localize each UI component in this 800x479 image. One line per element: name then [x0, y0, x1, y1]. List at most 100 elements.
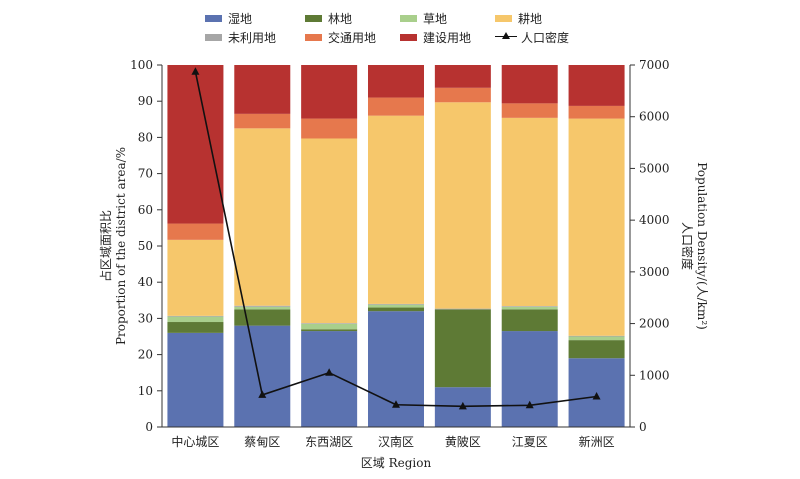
legend-item: 人口密度 [495, 29, 569, 45]
legend-item: 耕地 [495, 10, 542, 26]
x-tick-label: 江夏区 [512, 435, 548, 449]
bar-segment [568, 105, 625, 119]
legend-item: 未利用地 [205, 29, 276, 45]
bar-segment [501, 309, 558, 332]
bar-segment [434, 309, 491, 388]
y-tick-label: 20 [138, 348, 153, 362]
bar-segment [568, 335, 625, 337]
legend-item: 交通用地 [305, 29, 376, 45]
bar-segment [234, 325, 291, 427]
legend-swatch [305, 33, 322, 41]
bar-segment [501, 117, 558, 307]
bar-segment [501, 65, 558, 104]
bar-segment [234, 65, 291, 114]
bar-segment [501, 306, 558, 310]
legend-swatch [205, 33, 222, 41]
density-marker [191, 67, 200, 75]
bar-segment [501, 103, 558, 118]
y-tick-label: 50 [138, 239, 153, 253]
legend-swatch [205, 14, 222, 22]
legend-swatch [400, 33, 417, 41]
legend-label: 未利用地 [228, 30, 277, 45]
x-axis-title: 区域 Region [361, 456, 432, 470]
y2-axis-title-en: Population Density/(人/km²) [695, 162, 709, 330]
y2-tick-label: 2000 [639, 317, 670, 331]
x-tick-label: 蔡甸区 [244, 435, 280, 449]
legend-label: 湿地 [228, 11, 253, 26]
bar-segment [301, 118, 358, 139]
y2-tick-label: 4000 [639, 213, 670, 227]
bar-segment [167, 316, 224, 323]
density-marker [525, 400, 534, 409]
y2-tick-label: 3000 [639, 265, 670, 279]
bar-segment [368, 303, 424, 305]
bar-segment [301, 329, 358, 332]
x-tick-label: 中心城区 [171, 434, 219, 449]
bar-segment [234, 309, 291, 326]
y-tick-label: 40 [138, 275, 153, 289]
bar-segment [568, 336, 625, 341]
density-marker [458, 401, 467, 410]
y-tick-label: 90 [138, 94, 153, 108]
y2-tick-label: 6000 [639, 110, 670, 124]
bar-segment [568, 65, 625, 106]
bar-segment [167, 239, 224, 316]
density-marker [325, 368, 334, 376]
legend-label: 建设用地 [423, 30, 472, 45]
bar-segment [167, 322, 224, 333]
y-tick-label: 30 [138, 311, 153, 325]
bar-segment [234, 113, 291, 129]
y-axis-title-cn: 占区域面积比 [98, 210, 113, 282]
legend-label: 林地 [328, 11, 353, 26]
x-tick-label: 黄陂区 [445, 434, 481, 449]
legend-item: 湿地 [205, 10, 252, 26]
y2-axis-title-cn: 人口密度 [680, 222, 695, 270]
legend-item: 建设用地 [400, 29, 471, 45]
bar-segment [301, 138, 358, 324]
density-marker [592, 391, 601, 400]
density-marker [392, 400, 400, 408]
x-tick-label: 东西湖区 [305, 434, 353, 449]
bar-segment [301, 323, 358, 330]
bar-segment [568, 118, 625, 336]
bar-segment [568, 340, 625, 359]
legend-label: 交通用地 [328, 30, 377, 45]
legend-label: 人口密度 [521, 30, 570, 45]
bar-segment [234, 306, 291, 310]
y-tick-label: 70 [138, 167, 153, 181]
y-tick-label: 80 [138, 130, 153, 144]
bar-segment [167, 332, 224, 427]
chart-legend: 湿地 林地 草地 耕地未利用地 交通用地 建设用地 人口密度 [205, 10, 625, 50]
y-tick-label: 0 [145, 420, 153, 434]
bar-segment [368, 304, 424, 308]
bar-segment [234, 305, 291, 307]
legend-swatch [495, 14, 512, 22]
bar-segment [434, 102, 491, 309]
bar-segment [368, 115, 424, 304]
bar-segment [434, 308, 491, 310]
legend-line-marker [495, 32, 517, 42]
y2-tick-label: 0 [639, 420, 647, 434]
bar-segment [167, 223, 224, 240]
y-tick-label: 100 [130, 58, 153, 72]
bar-segment [434, 87, 491, 103]
bar-segment [434, 65, 491, 88]
x-tick-label: 汉南区 [378, 434, 414, 449]
y2-tick-label: 7000 [639, 58, 670, 72]
bar-segment [368, 65, 424, 98]
legend-swatch [400, 14, 417, 22]
y-tick-label: 10 [138, 384, 153, 398]
legend-label: 耕地 [518, 11, 543, 26]
legend-item: 草地 [400, 10, 447, 26]
bar-segment [501, 306, 558, 307]
legend-item: 林地 [305, 10, 352, 26]
legend-label: 草地 [423, 11, 448, 26]
legend-swatch [305, 14, 322, 22]
y2-tick-label: 1000 [639, 368, 670, 382]
bar-segment [368, 311, 424, 427]
density-marker [258, 390, 267, 398]
bar-segment [167, 315, 224, 317]
bar-segment [234, 128, 291, 306]
y2-tick-label: 5000 [639, 161, 670, 175]
